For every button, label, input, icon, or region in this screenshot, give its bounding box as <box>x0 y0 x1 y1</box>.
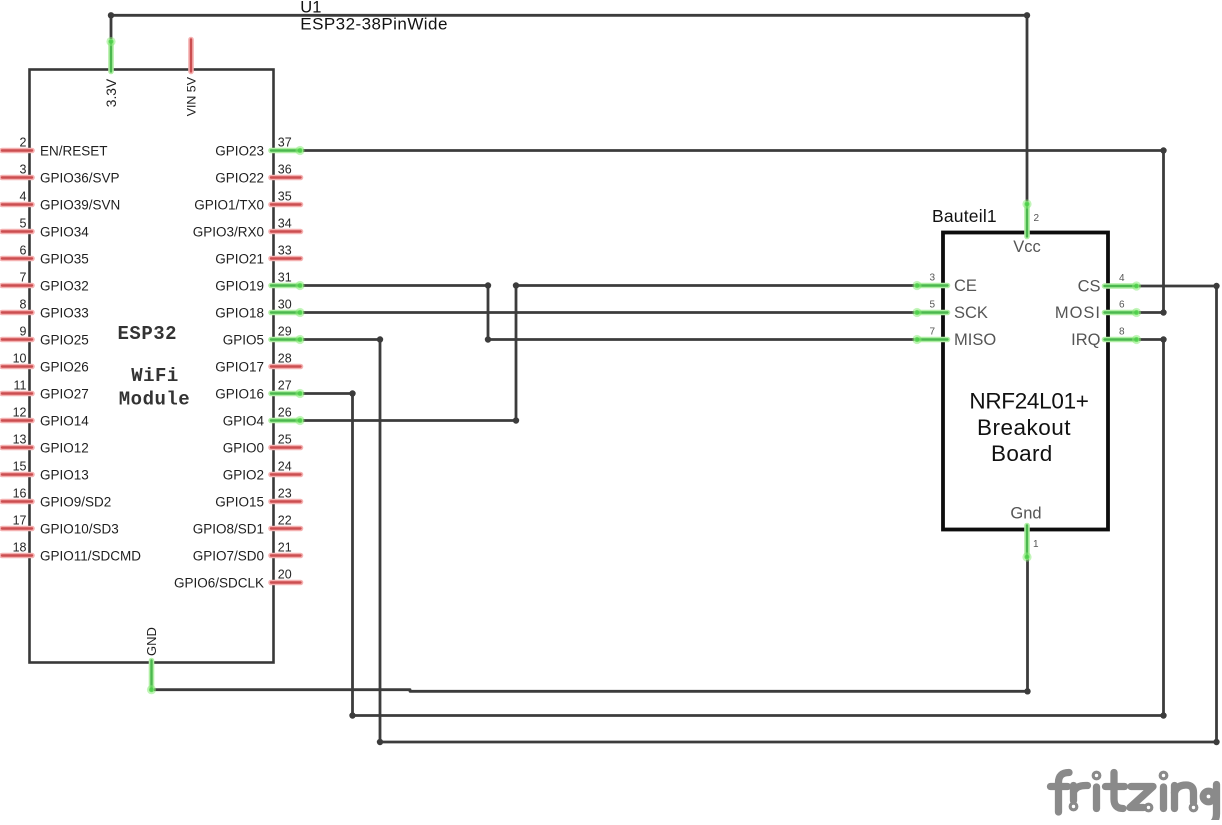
svg-text:GPIO11/SDCMD: GPIO11/SDCMD <box>40 548 141 563</box>
svg-text:Board: Board <box>991 441 1053 466</box>
svg-text:GPIO0: GPIO0 <box>223 440 264 455</box>
svg-text:24: 24 <box>278 460 292 474</box>
svg-text:GPIO32: GPIO32 <box>40 278 89 293</box>
svg-text:29: 29 <box>278 325 292 339</box>
svg-text:2: 2 <box>20 136 27 150</box>
svg-text:Vcc: Vcc <box>1013 238 1041 256</box>
svg-text:GPIO8/SD1: GPIO8/SD1 <box>193 521 264 536</box>
svg-text:ESP32-38PinWide: ESP32-38PinWide <box>300 15 448 34</box>
svg-text:GPIO3/RX0: GPIO3/RX0 <box>193 224 264 239</box>
svg-text:GPIO25: GPIO25 <box>40 332 89 347</box>
svg-text:NRF24L01+: NRF24L01+ <box>969 389 1088 414</box>
svg-text:GPIO17: GPIO17 <box>215 359 264 374</box>
svg-text:27: 27 <box>278 379 292 393</box>
svg-text:18: 18 <box>13 541 27 555</box>
svg-text:GPIO7/SD0: GPIO7/SD0 <box>193 548 264 563</box>
svg-text:Gnd: Gnd <box>1010 505 1041 523</box>
svg-text:GPIO10/SD3: GPIO10/SD3 <box>40 521 119 536</box>
svg-text:GPIO36/SVP: GPIO36/SVP <box>40 170 120 185</box>
svg-text:8: 8 <box>20 298 27 312</box>
svg-text:ESP32: ESP32 <box>118 323 178 345</box>
svg-text:11: 11 <box>14 379 27 393</box>
svg-text:1: 1 <box>1033 539 1039 550</box>
svg-text:31: 31 <box>278 271 292 285</box>
svg-text:13: 13 <box>13 433 27 447</box>
svg-text:GPIO39/SVN: GPIO39/SVN <box>40 197 120 212</box>
svg-text:8: 8 <box>1119 327 1125 338</box>
svg-text:17: 17 <box>13 514 27 528</box>
svg-text:WiFi: WiFi <box>131 365 179 387</box>
svg-text:10: 10 <box>13 352 27 366</box>
svg-text:3: 3 <box>929 273 935 284</box>
svg-text:16: 16 <box>13 487 27 501</box>
svg-text:34: 34 <box>278 217 292 231</box>
svg-text:Bauteil1: Bauteil1 <box>932 206 997 226</box>
svg-text:GPIO21: GPIO21 <box>215 251 264 266</box>
svg-text:CE: CE <box>954 277 977 295</box>
svg-text:21: 21 <box>278 541 292 555</box>
svg-text:4: 4 <box>1119 273 1125 284</box>
svg-text:5: 5 <box>20 217 27 231</box>
svg-text:GPIO13: GPIO13 <box>40 467 89 482</box>
svg-text:MISO: MISO <box>954 331 996 349</box>
svg-text:MOSI: MOSI <box>1055 304 1101 322</box>
svg-text:GPIO6/SDCLK: GPIO6/SDCLK <box>174 575 264 590</box>
svg-text:GPIO35: GPIO35 <box>40 251 89 266</box>
svg-text:6: 6 <box>1119 300 1125 311</box>
svg-text:GPIO4: GPIO4 <box>223 413 265 428</box>
svg-text:GPIO5: GPIO5 <box>223 332 264 347</box>
svg-text:GPIO33: GPIO33 <box>40 305 89 320</box>
svg-text:GPIO1/TX0: GPIO1/TX0 <box>194 197 264 212</box>
svg-text:GPIO22: GPIO22 <box>215 170 264 185</box>
svg-text:Module: Module <box>119 388 190 410</box>
svg-text:7: 7 <box>929 327 935 338</box>
svg-text:23: 23 <box>278 487 292 501</box>
svg-text:30: 30 <box>278 298 292 312</box>
svg-text:33: 33 <box>278 244 292 258</box>
svg-text:20: 20 <box>278 568 292 582</box>
svg-text:12: 12 <box>13 406 27 420</box>
svg-text:15: 15 <box>13 460 27 474</box>
svg-text:25: 25 <box>278 433 292 447</box>
svg-text:CS: CS <box>1078 278 1101 296</box>
svg-text:VIN 5V: VIN 5V <box>184 76 198 116</box>
svg-text:5: 5 <box>929 300 935 311</box>
svg-text:GPIO9/SD2: GPIO9/SD2 <box>40 494 111 509</box>
svg-text:22: 22 <box>278 514 292 528</box>
svg-text:GND: GND <box>144 627 159 656</box>
svg-text:4: 4 <box>20 190 27 204</box>
svg-text:GPIO23: GPIO23 <box>215 143 264 158</box>
svg-text:GPIO12: GPIO12 <box>40 440 89 455</box>
svg-text:GPIO18: GPIO18 <box>215 305 264 320</box>
svg-text:GPIO15: GPIO15 <box>215 494 264 509</box>
svg-text:3.3V: 3.3V <box>104 78 119 107</box>
svg-text:9: 9 <box>20 325 27 339</box>
svg-text:26: 26 <box>278 406 292 420</box>
svg-text:3: 3 <box>20 163 27 177</box>
svg-text:GPIO14: GPIO14 <box>40 413 89 428</box>
svg-text:GPIO16: GPIO16 <box>215 386 264 401</box>
svg-text:GPIO27: GPIO27 <box>40 386 89 401</box>
svg-text:IRQ: IRQ <box>1071 331 1101 349</box>
svg-text:EN/RESET: EN/RESET <box>40 143 108 158</box>
svg-text:GPIO19: GPIO19 <box>215 278 264 293</box>
svg-text:36: 36 <box>278 163 292 177</box>
svg-text:28: 28 <box>278 352 292 366</box>
svg-text:7: 7 <box>20 271 27 285</box>
svg-text:GPIO2: GPIO2 <box>223 467 264 482</box>
svg-text:6: 6 <box>20 244 27 258</box>
svg-text:U1: U1 <box>300 0 321 17</box>
svg-text:GPIO26: GPIO26 <box>40 359 89 374</box>
svg-text:2: 2 <box>1034 213 1040 224</box>
svg-text:35: 35 <box>278 190 292 204</box>
svg-text:Breakout: Breakout <box>977 415 1071 440</box>
svg-text:GPIO34: GPIO34 <box>40 224 89 239</box>
svg-text:SCK: SCK <box>954 304 988 322</box>
svg-text:37: 37 <box>278 136 292 150</box>
